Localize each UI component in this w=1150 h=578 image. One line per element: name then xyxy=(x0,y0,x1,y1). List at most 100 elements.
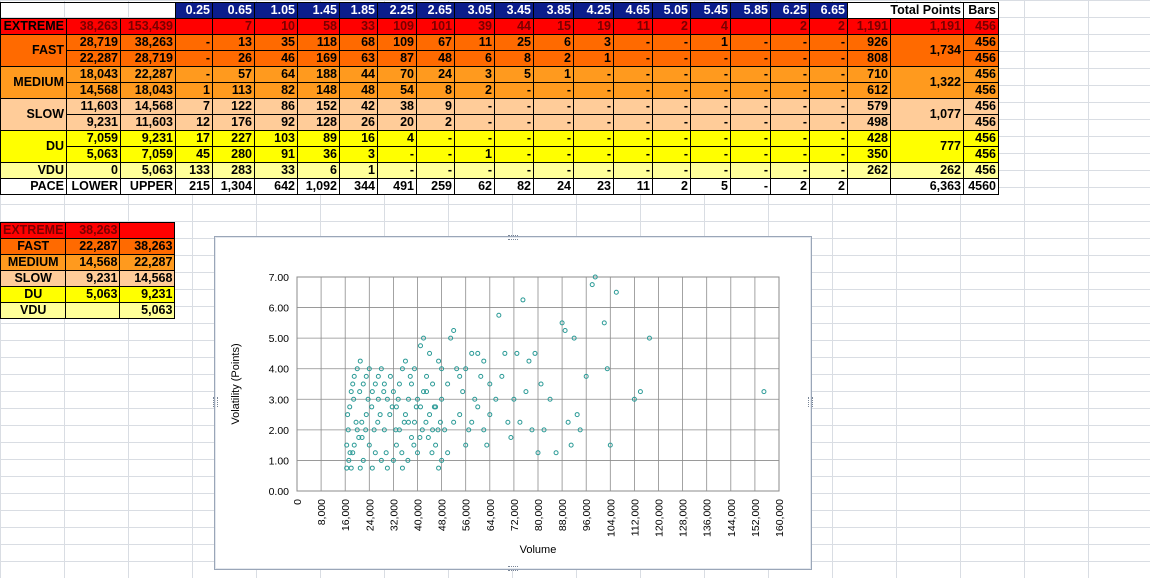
row-label-extreme[interactable]: EXTREME xyxy=(0,18,67,35)
bin-header[interactable]: 1.85 xyxy=(339,2,378,19)
count-cell[interactable]: - xyxy=(494,162,534,179)
lower-cell[interactable]: 5,063 xyxy=(66,146,121,163)
pace-cell[interactable]: 344 xyxy=(339,178,378,195)
count-cell[interactable]: 87 xyxy=(377,50,417,67)
points-cell[interactable]: 1,191 xyxy=(847,18,891,35)
scatter-chart[interactable]: 0 8,000 16,000 24,000 32,000 40,000 48,000 56,0… xyxy=(213,235,813,571)
count-cell[interactable]: - xyxy=(652,34,691,51)
pace-cell[interactable]: 642 xyxy=(254,178,298,195)
pace-cell[interactable]: 82 xyxy=(494,178,534,195)
count-cell[interactable]: 26 xyxy=(339,114,378,131)
count-cell[interactable]: 118 xyxy=(297,34,340,51)
count-cell[interactable]: - xyxy=(613,162,653,179)
count-cell[interactable]: - xyxy=(730,146,771,163)
lower-cell[interactable]: 7,059 xyxy=(66,130,121,147)
count-cell[interactable]: - xyxy=(730,82,771,99)
bars-cell[interactable]: 456 xyxy=(963,146,999,163)
count-cell[interactable]: 10 xyxy=(254,18,298,35)
count-cell[interactable] xyxy=(175,18,213,35)
count-cell[interactable]: - xyxy=(613,82,653,99)
lower-cell[interactable]: 11,603 xyxy=(66,98,121,115)
points-cell[interactable]: 710 xyxy=(847,66,891,83)
resize-handle-top[interactable] xyxy=(508,235,518,240)
lower-cell[interactable]: 18,043 xyxy=(66,66,121,83)
points-cell[interactable]: 926 xyxy=(847,34,891,51)
count-cell[interactable]: 58 xyxy=(297,18,340,35)
count-cell[interactable]: - xyxy=(494,146,534,163)
resize-handle-left[interactable] xyxy=(213,397,218,407)
count-cell[interactable]: - xyxy=(652,114,691,131)
count-cell[interactable]: 280 xyxy=(212,146,255,163)
count-cell[interactable]: - xyxy=(533,82,574,99)
count-cell[interactable]: 128 xyxy=(297,114,340,131)
count-cell[interactable]: - xyxy=(730,34,771,51)
count-cell[interactable]: 19 xyxy=(573,18,614,35)
count-cell[interactable]: - xyxy=(533,130,574,147)
count-cell[interactable]: 13 xyxy=(212,34,255,51)
count-cell[interactable]: - xyxy=(690,130,731,147)
count-cell[interactable]: 1 xyxy=(454,146,495,163)
count-cell[interactable]: 103 xyxy=(254,130,298,147)
count-cell[interactable]: 109 xyxy=(377,34,417,51)
threshold-high[interactable]: 9,231 xyxy=(119,286,176,303)
count-cell[interactable]: 4 xyxy=(377,130,417,147)
count-cell[interactable]: 33 xyxy=(339,18,378,35)
row-label-slow[interactable]: SLOW xyxy=(0,98,67,131)
count-cell[interactable]: 7 xyxy=(212,18,255,35)
count-cell[interactable]: 24 xyxy=(416,66,455,83)
count-cell[interactable]: 68 xyxy=(339,34,378,51)
count-cell[interactable]: 46 xyxy=(254,50,298,67)
lower-cell[interactable]: 14,568 xyxy=(66,82,121,99)
bars-header[interactable]: Bars xyxy=(963,2,999,19)
count-cell[interactable]: 1 xyxy=(690,34,731,51)
count-cell[interactable]: 6 xyxy=(297,162,340,179)
count-cell[interactable]: 8 xyxy=(416,82,455,99)
count-cell[interactable]: - xyxy=(613,66,653,83)
count-cell[interactable]: - xyxy=(533,114,574,131)
count-cell[interactable]: 64 xyxy=(254,66,298,83)
count-cell[interactable]: 169 xyxy=(297,50,340,67)
upper-cell[interactable]: 7,059 xyxy=(120,146,176,163)
row-label-du[interactable]: DU xyxy=(0,130,67,163)
count-cell[interactable]: 109 xyxy=(377,18,417,35)
count-cell[interactable]: 91 xyxy=(254,146,298,163)
upper-cell[interactable]: 5,063 xyxy=(120,162,176,179)
points-cell[interactable]: 612 xyxy=(847,82,891,99)
count-cell[interactable]: 48 xyxy=(339,82,378,99)
threshold-label[interactable]: EXTREME xyxy=(0,222,67,239)
upper-cell[interactable]: 11,603 xyxy=(120,114,176,131)
upper-cell[interactable]: 9,231 xyxy=(120,130,176,147)
count-cell[interactable]: 7 xyxy=(175,98,213,115)
count-cell[interactable]: - xyxy=(573,146,614,163)
pace-cell[interactable]: 62 xyxy=(454,178,495,195)
bars-cell[interactable]: 456 xyxy=(963,162,999,179)
count-cell[interactable]: - xyxy=(730,98,771,115)
bars-cell[interactable]: 456 xyxy=(963,66,999,83)
count-cell[interactable]: 2 xyxy=(454,82,495,99)
count-cell[interactable]: 122 xyxy=(212,98,255,115)
resize-handle-bottom[interactable] xyxy=(508,566,518,571)
total-cell[interactable]: 1,077 xyxy=(890,98,964,131)
bin-header[interactable]: 3.05 xyxy=(454,2,495,19)
count-cell[interactable]: - xyxy=(533,146,574,163)
count-cell[interactable]: 148 xyxy=(297,82,340,99)
count-cell[interactable]: - xyxy=(652,66,691,83)
total-cell[interactable]: 262 xyxy=(890,162,964,179)
count-cell[interactable]: 4 xyxy=(690,18,731,35)
threshold-label[interactable]: DU xyxy=(0,286,67,303)
count-cell[interactable]: 39 xyxy=(454,18,495,35)
count-cell[interactable]: 89 xyxy=(297,130,340,147)
count-cell[interactable]: - xyxy=(454,98,495,115)
bin-header[interactable]: 1.45 xyxy=(297,2,340,19)
count-cell[interactable]: 1 xyxy=(533,66,574,83)
count-cell[interactable]: 3 xyxy=(339,146,378,163)
row-label-medium[interactable]: MEDIUM xyxy=(0,66,67,99)
count-cell[interactable]: 20 xyxy=(377,114,417,131)
pace-cell[interactable]: 23 xyxy=(573,178,614,195)
count-cell[interactable]: - xyxy=(770,50,810,67)
count-cell[interactable]: 2 xyxy=(770,18,810,35)
threshold-label[interactable]: MEDIUM xyxy=(0,254,67,271)
count-cell[interactable]: - xyxy=(770,34,810,51)
pace-cell[interactable]: 2 xyxy=(809,178,848,195)
lower-cell[interactable]: 38,263 xyxy=(66,18,121,35)
